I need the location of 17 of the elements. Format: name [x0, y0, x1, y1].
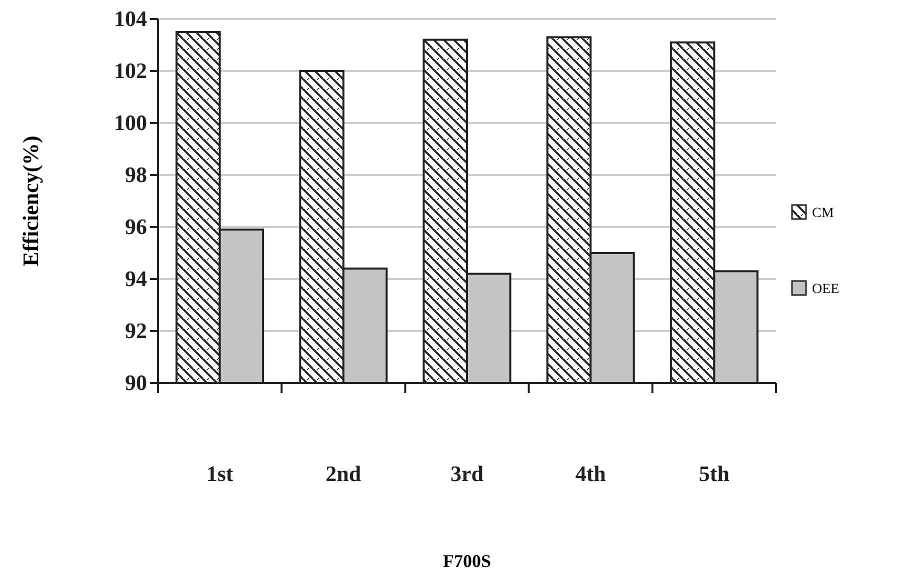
legend-label: CM	[812, 206, 834, 221]
x-axis-title: F700S	[442, 551, 492, 571]
y-tick-label: 98	[125, 162, 147, 188]
y-tick-label: 94	[125, 266, 147, 292]
x-tick-label: 4th	[575, 461, 606, 486]
y-axis-title: Efficiency(%)	[18, 136, 43, 266]
x-tick-label: 5th	[698, 461, 730, 486]
y-tick-label: 92	[125, 318, 147, 344]
x-tick-label: 3rd	[450, 461, 484, 486]
x-tick-label: 2nd	[326, 461, 362, 486]
y-tick-label: 90	[125, 370, 147, 396]
legend-label: OEE	[812, 282, 840, 297]
x-tick-label: 1st	[206, 461, 234, 486]
y-tick-label: 104	[114, 6, 147, 32]
y-tick-label: 100	[114, 110, 147, 136]
y-tick-label: 102	[114, 58, 147, 84]
y-tick-label: 96	[125, 214, 147, 240]
